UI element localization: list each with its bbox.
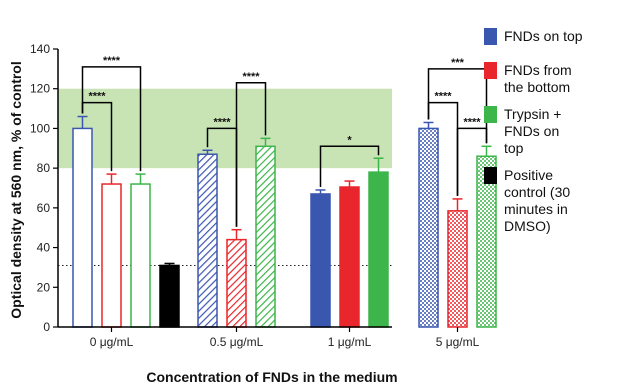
legend-swatch-0 [484, 28, 497, 45]
error-bar-series0-group2 [315, 189, 326, 194]
x-tick-label-2: 1 μg/mL [328, 335, 372, 349]
bar-series0-group1 [197, 153, 218, 328]
legend-label-3: Positive control (30 minutes in DMSO) [504, 167, 570, 234]
significance-bracket-4: * [319, 134, 380, 187]
y-tick-label-60: 60 [37, 201, 51, 215]
significance-bracket-1: **** [81, 55, 142, 172]
bar-series2-group2 [368, 171, 389, 328]
bar-series3-group0 [159, 264, 180, 328]
legend-label-2: Trypsin + FNDs on top [504, 106, 561, 156]
significance-bracket-3: **** [235, 71, 267, 227]
x-axis-title: Concentration of FNDs in the medium [146, 369, 397, 385]
x-ticks-layer: 0 μg/mL 0.5 μg/mL 1 μg/mL 5 μg/mL [90, 327, 480, 349]
bar-series0-group2 [310, 193, 331, 328]
y-ticks-layer: 0 20 40 60 80 100 120 140 [30, 42, 58, 334]
legend-item-0: FNDs on top [484, 28, 583, 45]
bars-layer [72, 127, 497, 328]
y-tick-label-80: 80 [37, 161, 51, 175]
error-bar-series0-group1 [202, 149, 213, 155]
significance-label-3: **** [242, 71, 260, 83]
bar-series1-group1 [226, 238, 247, 328]
significance-label-0: **** [88, 91, 106, 103]
y-tick-label-0: 0 [43, 320, 50, 334]
legend-swatch-2 [484, 106, 497, 123]
y-tick-label-100: 100 [30, 121, 50, 135]
bar-series1-group0 [101, 183, 122, 328]
legend-swatch-3 [484, 167, 497, 184]
significance-label-4: * [347, 134, 352, 146]
legend-label-0: FNDs on top [504, 28, 583, 44]
y-axis-title: Optical density at 560 nm, % of control [8, 61, 24, 319]
x-tick-label-1: 0.5 μg/mL [210, 335, 264, 349]
error-bar-series0-group0 [77, 115, 88, 129]
error-bar-series1-group2 [344, 180, 355, 188]
error-bar-series2-group2 [373, 157, 384, 173]
legend-swatch-1 [484, 62, 497, 79]
y-tick-label-140: 140 [30, 42, 50, 56]
error-bar-series2-group3 [481, 145, 492, 157]
significance-label-5: **** [434, 91, 452, 103]
x-tick-label-3: 5 μg/mL [436, 335, 480, 349]
bar-series1-group2 [339, 186, 360, 328]
error-bar-series1-group1 [231, 228, 242, 240]
error-bar-series3-group0 [164, 262, 175, 266]
y-tick-label-20: 20 [37, 280, 51, 294]
significance-label-6: **** [463, 116, 481, 128]
error-bar-series0-group3 [423, 121, 434, 129]
legend: FNDs on top FNDs from the bottom Trypsin + F… [484, 28, 583, 234]
legend-item-1: FNDs from the bottom [484, 62, 572, 95]
y-tick-label-40: 40 [37, 241, 51, 255]
bar-series0-group0 [72, 127, 93, 328]
legend-item-3: Positive control (30 minutes in DMSO) [484, 167, 570, 234]
y-tick-label-120: 120 [30, 82, 50, 96]
significance-label-1: **** [103, 55, 121, 67]
bar-series2-group1 [255, 145, 276, 328]
significance-brackets-layer: **************************** [81, 55, 488, 227]
legend-item-2: Trypsin + FNDs on top [484, 106, 561, 156]
significance-label-7: *** [451, 57, 465, 69]
bar-series1-group3 [447, 210, 468, 328]
x-tick-label-0: 0 μg/mL [90, 335, 134, 349]
error-bar-series1-group0 [106, 173, 117, 185]
error-bar-series1-group3 [452, 198, 463, 211]
bar-series0-group3 [418, 127, 439, 328]
error-bars-layer [77, 115, 492, 266]
error-bar-series2-group0 [135, 173, 146, 185]
bar-series2-group0 [130, 183, 151, 328]
error-bar-series2-group1 [260, 137, 271, 147]
legend-label-1: FNDs from the bottom [504, 62, 572, 95]
significance-label-2: **** [213, 116, 231, 128]
